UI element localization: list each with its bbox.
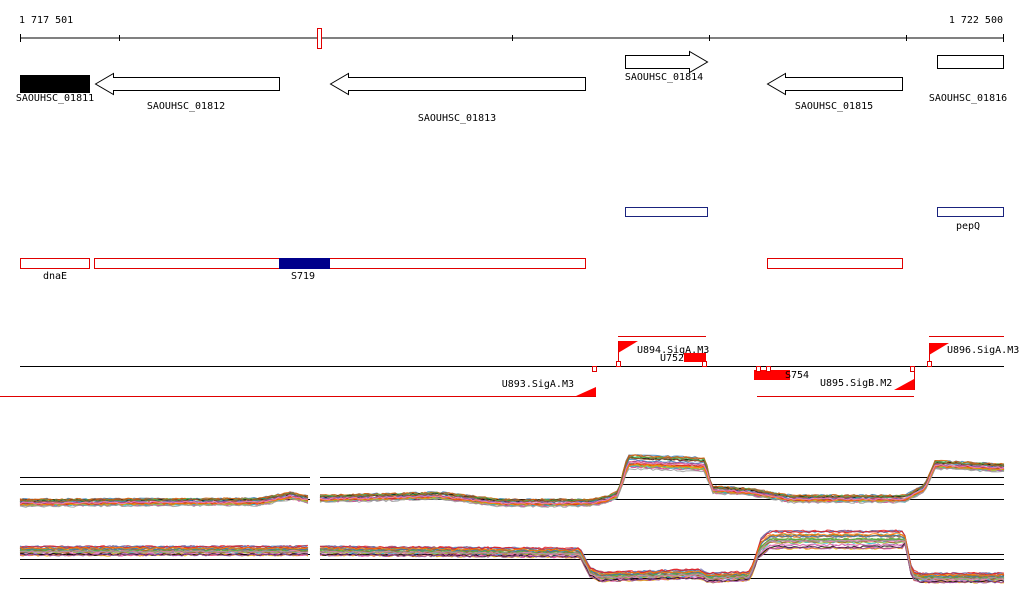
small-feature-u752[interactable] <box>684 353 706 362</box>
expression-trace <box>19 498 309 508</box>
promoter-site <box>756 366 761 372</box>
expression-trace <box>19 549 309 554</box>
ruler-start-label: 1 717 501 <box>19 15 73 26</box>
promoter-flag[interactable] <box>929 343 949 355</box>
region-track: dnaE S719 <box>20 258 903 282</box>
position-marker[interactable] <box>317 28 322 49</box>
promoter-label-u894: U894.SigA.M3 <box>637 345 709 356</box>
gene-saouhsc-01815[interactable] <box>766 72 903 96</box>
region-right[interactable] <box>767 258 903 269</box>
promoter-site <box>766 366 771 372</box>
expression-trace <box>319 538 1005 580</box>
gene-label: SAOUHSC_01815 <box>795 101 873 112</box>
gene-saouhsc-01811[interactable] <box>20 75 90 93</box>
gene-label: SAOUHSC_01813 <box>418 113 496 124</box>
promoter-label-u895: U895.SigB.M2 <box>820 378 892 389</box>
expression-trace <box>19 492 309 502</box>
region-label: S719 <box>291 271 315 282</box>
expression-trace <box>319 532 1005 577</box>
region-s719[interactable] <box>279 258 330 269</box>
expression-panel-plus <box>19 454 1005 508</box>
small-feature-label: S754 <box>785 370 809 381</box>
promoter-site <box>592 366 597 372</box>
gene-saouhsc-01816[interactable] <box>937 55 1004 69</box>
expression-trace <box>319 455 1005 503</box>
expression-trace <box>319 467 1005 508</box>
gene-label: SAOUHSC_01814 <box>625 72 703 83</box>
region-dnae[interactable] <box>20 258 90 269</box>
expression-panel-minus <box>19 529 1005 584</box>
region-long[interactable] <box>94 258 586 269</box>
expression-trace <box>319 456 1005 503</box>
operon-box-pepq[interactable] <box>937 207 1004 217</box>
gene-label: SAOUHSC_01811 <box>16 93 94 104</box>
promoter-site <box>616 361 621 367</box>
gene-label: SAOUHSC_01812 <box>147 101 225 112</box>
expression-trace <box>19 546 309 550</box>
expression-trace <box>19 544 309 549</box>
operon-label: pepQ <box>956 221 980 232</box>
small-feature-s754[interactable] <box>754 370 790 380</box>
promoter-flag[interactable] <box>894 379 914 390</box>
operon-box[interactable] <box>625 207 708 217</box>
promoter-track: U893.SigA.M3 U894.SigA.M3 U752 S754 U895… <box>0 336 1019 397</box>
expression-trace <box>320 537 1005 580</box>
gene-track: SAOUHSC_01811 SAOUHSC_01812 SAOUHSC_0181… <box>16 50 1007 124</box>
promoter-label-u893: U893.SigA.M3 <box>502 379 574 390</box>
expression-trace <box>319 543 1005 584</box>
gene-saouhsc-01813[interactable] <box>329 72 586 96</box>
promoter-flag[interactable] <box>576 387 596 396</box>
promoter-flag[interactable] <box>618 341 638 353</box>
expression-trace <box>19 553 309 557</box>
promoter-site <box>702 361 707 367</box>
expression-trace <box>319 463 1005 506</box>
ruler-end-label: 1 722 500 <box>949 15 1003 26</box>
gene-label: SAOUHSC_01816 <box>929 93 1007 104</box>
small-feature-label: U752 <box>660 353 684 364</box>
region-label: dnaE <box>43 271 67 282</box>
expression-trace <box>319 461 1005 505</box>
expression-trace <box>20 493 309 503</box>
gene-saouhsc-01812[interactable] <box>94 72 280 96</box>
promoter-label-u896: U896.SigA.M3 <box>947 345 1019 356</box>
promoter-site <box>927 361 932 367</box>
expression-trace <box>19 494 309 505</box>
coordinate-ruler: 1 717 501 1 722 500 <box>19 15 1004 49</box>
promoter-site <box>910 366 915 372</box>
expression-trace <box>19 495 309 506</box>
gene-saouhsc-01814[interactable] <box>625 50 709 74</box>
operon-track: pepQ <box>625 207 1004 232</box>
